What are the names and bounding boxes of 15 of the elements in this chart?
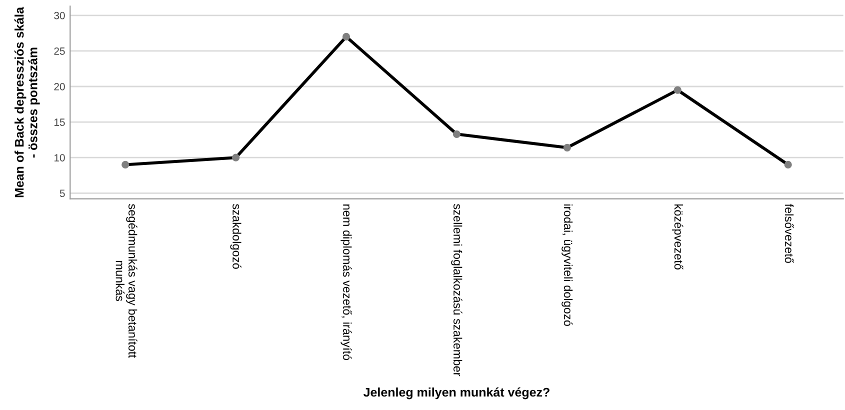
y-axis-title: Mean of Back depressziós skála - összes pontszám <box>14 6 40 198</box>
y-tick-label: 5 <box>60 190 65 198</box>
y-tick-label: 30 <box>54 12 65 20</box>
x-tick-label: szellemi foglalkozású szakember <box>451 204 462 376</box>
x-tick-label: felsővezető <box>784 204 794 263</box>
y-tick-label: 15 <box>54 118 65 126</box>
x-tick-label: középvezető <box>672 204 684 270</box>
x-axis-title: Jelenleg milyen munkát végez? <box>363 387 550 400</box>
x-tick-label: irodai, ügyviteli dolgozó <box>562 204 573 326</box>
y-tick-label: 10 <box>54 154 65 162</box>
y-tick-label: 25 <box>54 47 65 55</box>
x-tick-label: szakdolgozó <box>230 204 242 269</box>
y-tick-label: 20 <box>54 83 65 90</box>
x-tick-label: nem diplomás vezető, irányító <box>340 204 352 360</box>
x-tick-label: segédmunkás vagy betanított munkás <box>116 204 138 358</box>
